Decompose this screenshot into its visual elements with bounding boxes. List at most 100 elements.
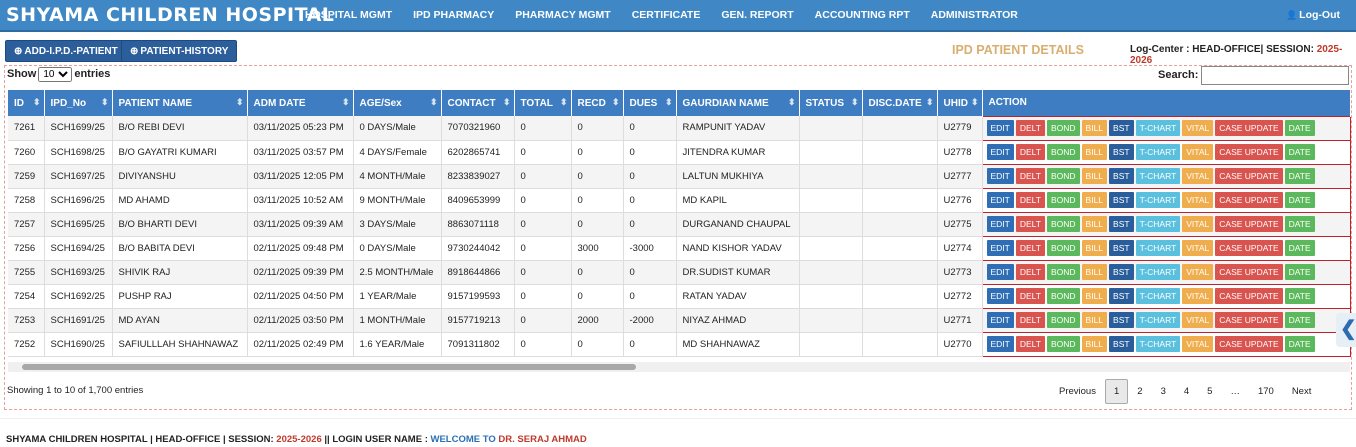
action-button[interactable]: DELT (1015, 240, 1045, 256)
nav-item[interactable]: CERTIFICATE (631, 9, 701, 21)
scrollbar[interactable] (8, 362, 1350, 372)
page-link[interactable]: … (1230, 386, 1240, 397)
action-button[interactable]: BST (1109, 120, 1134, 136)
action-button[interactable]: EDIT (986, 120, 1014, 136)
column-header[interactable]: ID (8, 90, 45, 116)
action-button[interactable]: T-CHART (1135, 192, 1181, 208)
nav-item[interactable]: IPD PHARMACY (413, 9, 495, 21)
page-link[interactable]: 5 (1207, 386, 1213, 397)
action-button[interactable]: BOND (1046, 336, 1080, 352)
action-button[interactable]: VITAL (1182, 192, 1214, 208)
action-button[interactable]: BOND (1046, 216, 1080, 232)
scroll-thumb[interactable] (22, 364, 636, 370)
column-header[interactable]: CONTACT (441, 90, 515, 116)
action-button[interactable]: BILL (1081, 240, 1108, 256)
action-button[interactable]: CASE UPDATE (1215, 312, 1283, 328)
side-toggle[interactable]: ❮ (1336, 313, 1356, 347)
action-button[interactable]: BST (1109, 192, 1134, 208)
action-button[interactable]: DATE (1284, 216, 1315, 232)
history-button[interactable]: PATIENT-HISTORY (121, 40, 238, 62)
action-button[interactable]: DATE (1284, 144, 1315, 160)
action-button[interactable]: VITAL (1182, 216, 1214, 232)
column-header[interactable]: TOTAL (514, 90, 572, 116)
page-link[interactable]: Next (1291, 386, 1312, 397)
action-button[interactable]: T-CHART (1135, 240, 1181, 256)
action-button[interactable]: T-CHART (1135, 120, 1181, 136)
action-button[interactable]: BST (1109, 240, 1134, 256)
action-button[interactable]: DATE (1284, 264, 1315, 280)
nav-item[interactable]: HOSPITAL MGMT (305, 9, 393, 21)
page-link[interactable]: 4 (1183, 386, 1190, 397)
action-button[interactable]: VITAL (1182, 144, 1214, 160)
column-header[interactable]: IPD_No (44, 90, 113, 116)
action-button[interactable]: BILL (1081, 120, 1108, 136)
action-button[interactable]: VITAL (1182, 288, 1214, 304)
action-button[interactable]: BOND (1046, 264, 1080, 280)
page-link[interactable]: Previous (1059, 386, 1096, 397)
action-button[interactable]: DELT (1015, 216, 1045, 232)
action-button[interactable]: CASE UPDATE (1215, 168, 1283, 184)
action-button[interactable]: BOND (1046, 312, 1080, 328)
action-button[interactable]: VITAL (1182, 312, 1214, 328)
column-header[interactable]: PATIENT NAME (112, 90, 248, 116)
action-button[interactable]: DELT (1015, 192, 1045, 208)
action-button[interactable]: CASE UPDATE (1215, 144, 1283, 160)
action-button[interactable]: BILL (1081, 264, 1108, 280)
action-button[interactable]: CASE UPDATE (1215, 264, 1283, 280)
action-button[interactable]: VITAL (1182, 240, 1214, 256)
action-button[interactable]: EDIT (986, 312, 1014, 328)
column-header[interactable]: UHID (937, 90, 983, 116)
action-button[interactable]: BST (1109, 168, 1134, 184)
action-button[interactable]: VITAL (1182, 336, 1214, 352)
action-button[interactable]: BOND (1046, 120, 1080, 136)
action-button[interactable]: BILL (1081, 192, 1108, 208)
action-button[interactable]: DELT (1015, 168, 1045, 184)
action-button[interactable]: CASE UPDATE (1215, 336, 1283, 352)
action-button[interactable]: DELT (1015, 144, 1045, 160)
action-button[interactable]: BILL (1081, 216, 1108, 232)
action-button[interactable]: DELT (1015, 288, 1045, 304)
action-button[interactable]: DATE (1284, 120, 1315, 136)
nav-item[interactable]: ACCOUNTING RPT (814, 9, 910, 21)
action-button[interactable]: CASE UPDATE (1215, 120, 1283, 136)
column-header[interactable]: DUES (623, 90, 677, 116)
action-button[interactable]: DATE (1284, 192, 1315, 208)
action-button[interactable]: DELT (1015, 264, 1045, 280)
action-button[interactable]: CASE UPDATE (1215, 288, 1283, 304)
action-button[interactable]: BST (1109, 288, 1134, 304)
action-button[interactable]: BOND (1046, 192, 1080, 208)
action-button[interactable]: DATE (1284, 336, 1315, 352)
action-button[interactable]: T-CHART (1135, 144, 1181, 160)
action-button[interactable]: CASE UPDATE (1215, 192, 1283, 208)
action-button[interactable]: BOND (1046, 240, 1080, 256)
action-button[interactable]: CASE UPDATE (1215, 216, 1283, 232)
action-button[interactable]: BOND (1046, 144, 1080, 160)
action-button[interactable]: DATE (1284, 312, 1315, 328)
action-button[interactable]: DELT (1015, 336, 1045, 352)
page-link[interactable]: 1 (1104, 379, 1129, 404)
action-button[interactable]: BILL (1081, 288, 1108, 304)
action-button[interactable]: BST (1109, 336, 1134, 352)
action-button[interactable]: DELT (1015, 312, 1045, 328)
action-button[interactable]: BILL (1081, 312, 1108, 328)
action-button[interactable]: DATE (1284, 240, 1315, 256)
action-button[interactable]: BILL (1081, 168, 1108, 184)
action-button[interactable]: EDIT (986, 168, 1014, 184)
action-button[interactable]: EDIT (986, 288, 1014, 304)
logout[interactable]: Log-Out (1286, 9, 1340, 21)
column-header[interactable]: ADM DATE (247, 90, 354, 116)
column-header[interactable]: DISC.DATE (862, 90, 938, 116)
page-size[interactable]: 10 (38, 67, 73, 82)
action-button[interactable]: EDIT (986, 336, 1014, 352)
action-button[interactable]: BST (1109, 264, 1134, 280)
action-button[interactable]: T-CHART (1135, 336, 1181, 352)
column-header[interactable]: AGE/Sex (353, 90, 442, 116)
action-button[interactable]: T-CHART (1135, 168, 1181, 184)
action-button[interactable]: BOND (1046, 168, 1080, 184)
action-button[interactable]: DATE (1284, 288, 1315, 304)
page-link[interactable]: 2 (1137, 386, 1143, 397)
action-button[interactable]: CASE UPDATE (1215, 240, 1283, 256)
action-button[interactable]: DELT (1015, 120, 1045, 136)
column-header[interactable]: RECD (571, 90, 624, 116)
search-input[interactable] (1201, 66, 1349, 85)
